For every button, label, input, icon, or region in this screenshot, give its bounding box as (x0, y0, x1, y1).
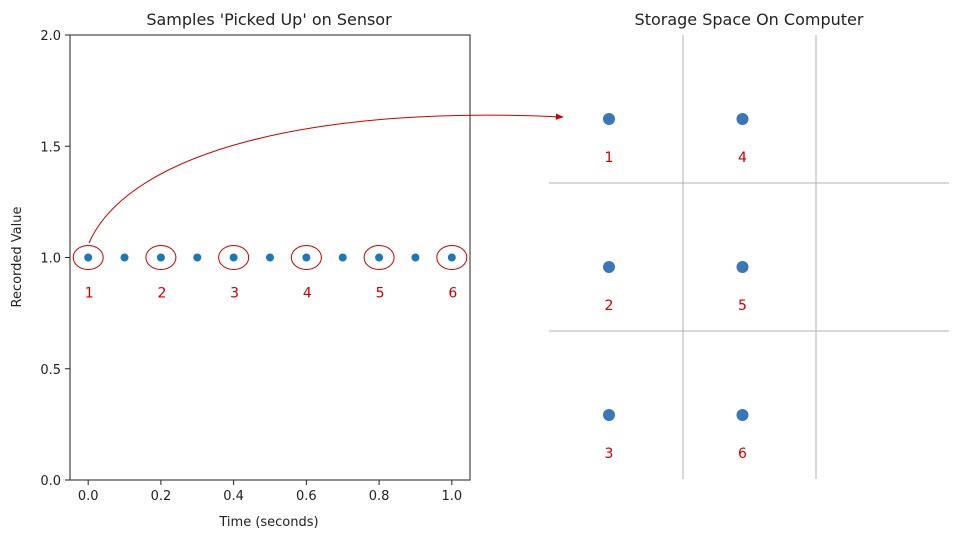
stored-sample-dot (603, 409, 615, 421)
stored-sample-dot (736, 113, 749, 125)
data-point (193, 253, 202, 262)
x-tick-label: 0.0 (78, 489, 99, 504)
y-tick-label: 2.0 (40, 29, 61, 44)
y-tick-label: 0.5 (40, 363, 61, 378)
data-point (411, 253, 420, 262)
sample-number-label: 5 (376, 286, 385, 302)
data-point (229, 253, 238, 262)
stored-sample-label: 1 (605, 150, 614, 166)
y-tick-label: 0.0 (40, 474, 61, 489)
data-point (266, 253, 274, 262)
data-point (156, 253, 165, 262)
mapping-arrow (88, 113, 564, 244)
y-tick-label: 1.5 (40, 140, 61, 155)
sample-number-label: 2 (157, 286, 166, 302)
y-axis-label: Recorded Value (10, 207, 25, 308)
sample-highlight-ring (363, 245, 395, 270)
x-tick-label: 1.0 (441, 489, 462, 504)
stored-sample-dot (736, 409, 749, 421)
x-tick-label: 0.6 (296, 489, 317, 504)
data-point (120, 253, 129, 262)
stored-sample-dot (603, 113, 615, 125)
data-point (447, 253, 456, 262)
stored-sample-label: 4 (738, 150, 747, 166)
stored-sample-dot (603, 261, 615, 273)
stored-sample-dot (736, 261, 749, 273)
data-point (375, 253, 384, 262)
sample-number-label: 6 (448, 286, 457, 302)
y-tick-label: 1.0 (40, 252, 61, 267)
sample-highlight-ring (218, 245, 250, 270)
stored-sample-label: 5 (738, 298, 747, 314)
sample-number-label: 1 (85, 286, 94, 302)
x-axis-label: Time (seconds) (218, 515, 318, 530)
stored-sample-label: 3 (605, 446, 614, 462)
stored-sample-label: 6 (738, 446, 747, 462)
data-point (302, 253, 311, 262)
left-chart-title: Samples 'Picked Up' on Sensor (146, 10, 392, 29)
sample-highlight-ring (290, 245, 322, 270)
sample-number-label: 4 (303, 286, 312, 302)
x-tick-label: 0.8 (369, 489, 390, 504)
stored-sample-label: 2 (605, 298, 614, 314)
x-tick-label: 0.2 (151, 489, 172, 504)
left-chart: 0.0 0.2 0.4 0.6 0.8 1.0 0.0 0.5 1.0 1.5 2.0 1 2 3 4 5 6 (40, 29, 471, 504)
storage-grid: 1 4 2 5 3 6 (549, 35, 949, 479)
sample-number-label: 3 (230, 286, 239, 302)
right-diagram-title: Storage Space On Computer (635, 10, 864, 29)
sample-highlight-ring (72, 245, 104, 270)
sample-highlight-ring (145, 245, 177, 270)
sample-highlight-ring (436, 245, 468, 270)
data-point (338, 253, 347, 262)
data-point (84, 253, 93, 262)
x-tick-label: 0.4 (223, 489, 244, 504)
